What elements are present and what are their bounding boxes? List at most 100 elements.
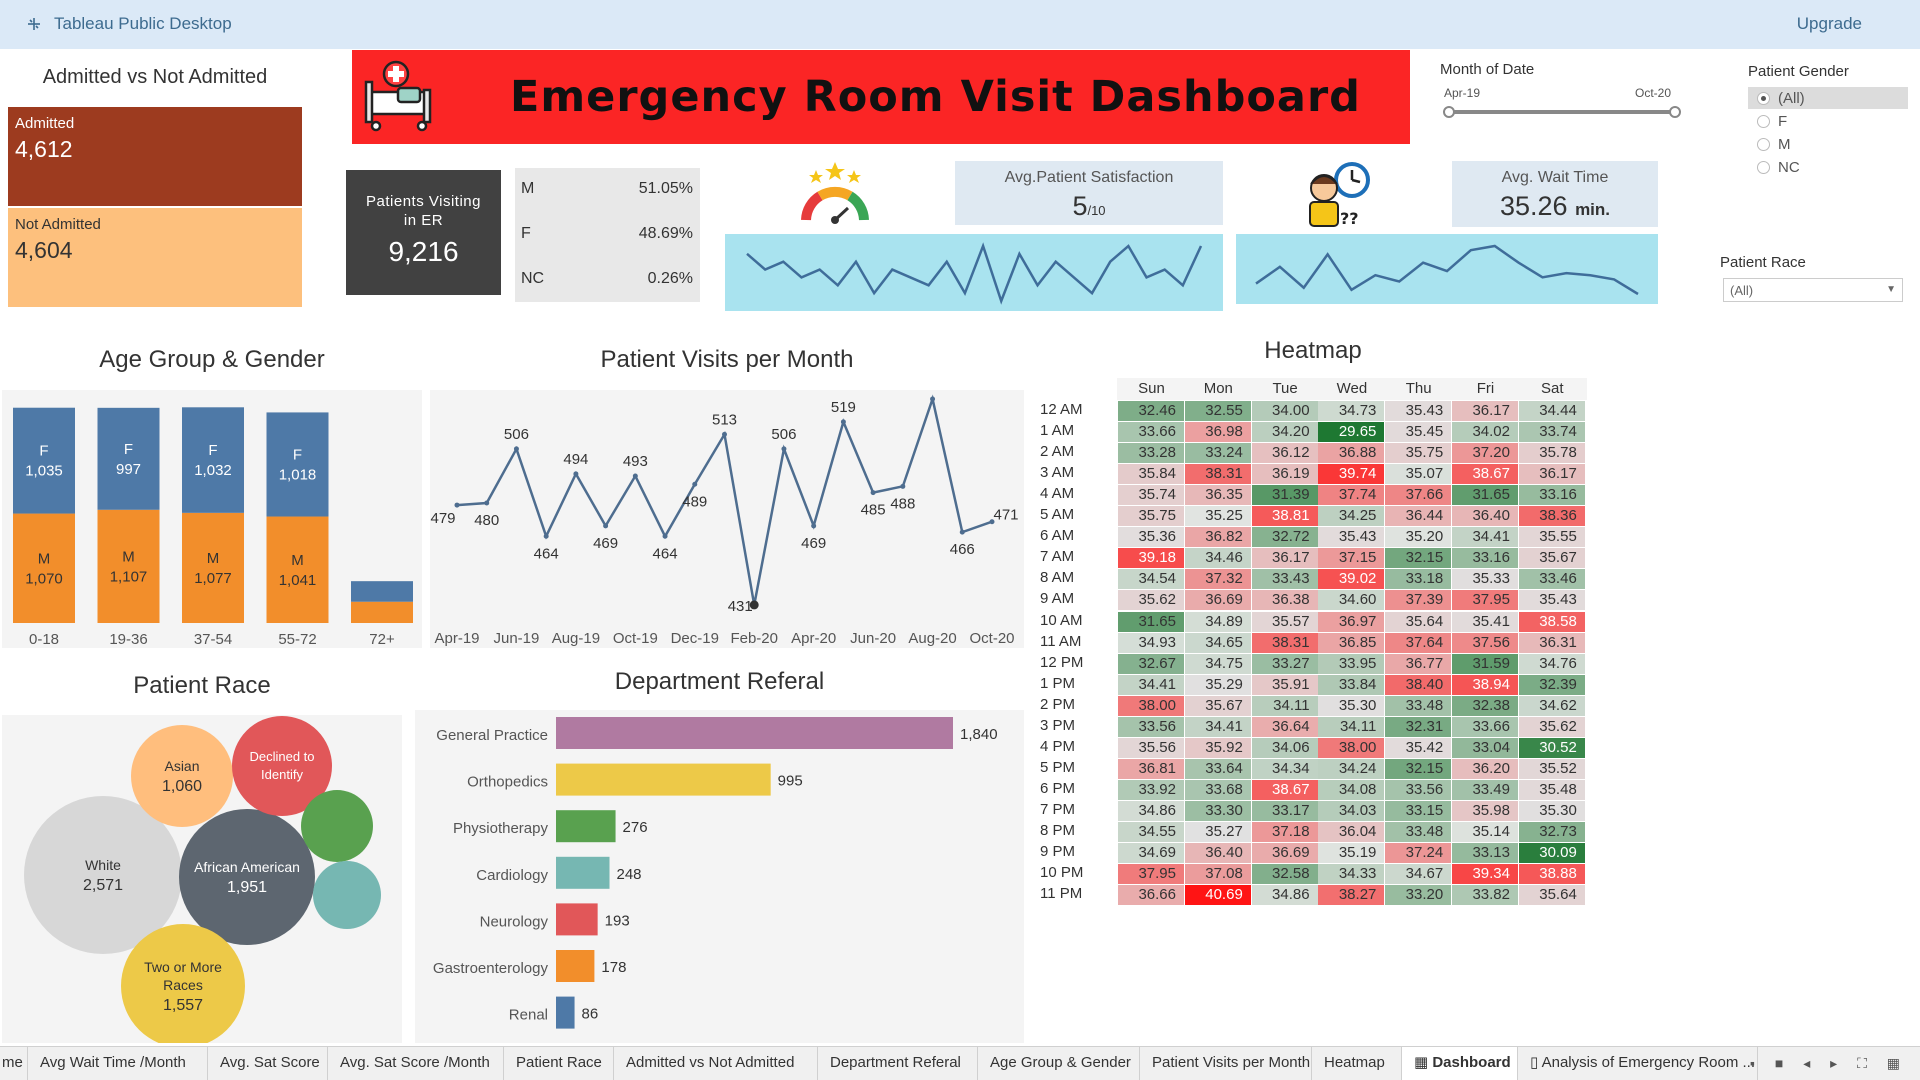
heatmap-cell[interactable]: 29.65 [1318, 422, 1385, 443]
heatmap-cell[interactable]: 33.17 [1251, 800, 1318, 821]
heatmap-cell[interactable]: 34.62 [1518, 695, 1585, 716]
heatmap-cell[interactable]: 33.48 [1385, 822, 1452, 842]
heatmap-cell[interactable]: 35.30 [1518, 800, 1585, 821]
heatmap-cell[interactable]: 37.66 [1385, 485, 1452, 506]
sheet-tab[interactable]: Admitted vs Not Admitted [614, 1047, 818, 1080]
visits-point[interactable] [454, 502, 460, 508]
heatmap-cell[interactable]: 33.30 [1184, 800, 1251, 821]
race-filter-dropdown[interactable]: (All) ▼ [1723, 278, 1903, 302]
heatmap-cell[interactable]: 35.43 [1318, 527, 1385, 548]
heatmap-cell[interactable]: 35.07 [1385, 464, 1452, 485]
heatmap-cell[interactable]: 33.64 [1184, 758, 1251, 779]
heatmap-cell[interactable]: 35.55 [1518, 527, 1585, 548]
heatmap-cell[interactable]: 33.48 [1385, 695, 1452, 716]
heatmap-cell[interactable]: 34.60 [1318, 590, 1385, 611]
heatmap-cell[interactable]: 35.84 [1118, 464, 1184, 485]
heatmap-cell[interactable]: 34.06 [1251, 737, 1318, 758]
visits-point[interactable] [662, 533, 668, 539]
heatmap-cell[interactable]: 36.31 [1518, 632, 1585, 653]
heatmap-cell[interactable]: 32.73 [1518, 822, 1585, 842]
sheet-tab[interactable]: Department Referal [818, 1047, 978, 1080]
heatmap-cell[interactable]: 35.41 [1452, 611, 1518, 632]
heatmap-cell[interactable]: 38.67 [1452, 464, 1518, 485]
race-bubble[interactable] [121, 924, 245, 1048]
visits-point[interactable] [840, 419, 846, 425]
admitted-box[interactable]: Admitted 4,612 [8, 107, 302, 206]
heatmap-cell[interactable]: 34.20 [1251, 422, 1318, 443]
heatmap-cell[interactable]: 35.14 [1452, 822, 1518, 842]
visits-point[interactable] [749, 600, 759, 610]
age-bar-female[interactable] [13, 407, 75, 514]
heatmap-cell[interactable]: 38.31 [1251, 632, 1318, 653]
heatmap-cell[interactable]: 35.91 [1251, 674, 1318, 695]
heatmap-cell[interactable]: 34.89 [1184, 611, 1251, 632]
heatmap-cell[interactable]: 34.11 [1251, 695, 1318, 716]
race-bubble[interactable] [301, 790, 373, 862]
sheet-tab[interactable]: Age Group & Gender [978, 1047, 1140, 1080]
heatmap-cell[interactable]: 36.40 [1452, 506, 1518, 527]
visits-point[interactable] [692, 481, 698, 487]
heatmap-cell[interactable]: 32.38 [1452, 695, 1518, 716]
heatmap-cell[interactable]: 38.94 [1452, 674, 1518, 695]
heatmap-cell[interactable]: 34.41 [1118, 674, 1184, 695]
heatmap-cell[interactable]: 33.18 [1385, 569, 1452, 590]
heatmap-cell[interactable]: 33.49 [1452, 779, 1518, 800]
heatmap-cell[interactable]: 36.17 [1518, 464, 1585, 485]
heatmap-cell[interactable]: 38.88 [1518, 864, 1585, 885]
heatmap-cell[interactable]: 32.46 [1118, 401, 1184, 421]
heatmap-cell[interactable]: 39.34 [1452, 864, 1518, 885]
visits-point[interactable] [513, 446, 519, 452]
heatmap-cell[interactable]: 36.35 [1184, 485, 1251, 506]
heatmap-cell[interactable]: 33.74 [1518, 422, 1585, 443]
heatmap-cell[interactable]: 32.72 [1251, 527, 1318, 548]
heatmap-cell[interactable]: 34.41 [1452, 527, 1518, 548]
age-bar-male[interactable] [182, 512, 244, 623]
heatmap-cell[interactable]: 35.29 [1184, 674, 1251, 695]
heatmap-cell[interactable]: 34.76 [1518, 653, 1585, 674]
heatmap-cell[interactable]: 35.75 [1385, 443, 1452, 464]
visits-point[interactable] [632, 473, 638, 479]
heatmap-cell[interactable]: 35.36 [1118, 527, 1184, 548]
heatmap-cell[interactable]: 31.65 [1452, 485, 1518, 506]
visits-point[interactable] [900, 483, 906, 489]
heatmap-cell[interactable]: 34.55 [1118, 822, 1184, 842]
heatmap-cell[interactable]: 36.88 [1318, 443, 1385, 464]
visits-point[interactable] [989, 519, 995, 525]
heatmap-cell[interactable]: 37.56 [1452, 632, 1518, 653]
heatmap-cell[interactable]: 34.86 [1251, 885, 1318, 906]
heatmap-cell[interactable]: 36.81 [1118, 758, 1184, 779]
heatmap-cell[interactable]: 33.95 [1318, 653, 1385, 674]
visits-point[interactable] [930, 396, 936, 402]
heatmap-cell[interactable]: 36.12 [1251, 443, 1318, 464]
visits-point[interactable] [870, 490, 876, 496]
heatmap-cell[interactable]: 32.67 [1118, 653, 1184, 674]
heatmap-cell[interactable]: 34.46 [1184, 548, 1251, 569]
heatmap-cell[interactable]: 36.77 [1385, 653, 1452, 674]
heatmap-cell[interactable]: 35.30 [1318, 695, 1385, 716]
tab-navigation-controls[interactable]: ▪ ■ ◂ ▸ ⛶ ▦ [1750, 1055, 1908, 1071]
heatmap-cell[interactable]: 36.40 [1184, 843, 1251, 864]
age-bar-female[interactable] [266, 412, 329, 517]
heatmap-cell[interactable]: 35.98 [1452, 800, 1518, 821]
heatmap-cell[interactable]: 39.18 [1118, 548, 1184, 569]
heatmap-cell[interactable]: 32.15 [1385, 758, 1452, 779]
heatmap-cell[interactable]: 33.68 [1184, 779, 1251, 800]
heatmap-cell[interactable]: 33.56 [1385, 779, 1452, 800]
age-bar-male[interactable] [266, 516, 329, 623]
heatmap-cell[interactable]: 32.58 [1251, 864, 1318, 885]
heatmap-cell[interactable]: 35.74 [1118, 485, 1184, 506]
heatmap-cell[interactable]: 35.19 [1318, 843, 1385, 864]
heatmap-cell[interactable]: 37.95 [1452, 590, 1518, 611]
heatmap-cell[interactable]: 33.27 [1251, 653, 1318, 674]
heatmap-cell[interactable]: 39.02 [1318, 569, 1385, 590]
visits-point[interactable] [484, 500, 490, 506]
sheet-tab[interactable]: me [0, 1047, 28, 1080]
heatmap-cell[interactable]: 36.64 [1251, 716, 1318, 737]
heatmap-cell[interactable]: 30.52 [1518, 737, 1585, 758]
heatmap-cell[interactable]: 33.16 [1452, 548, 1518, 569]
heatmap-cell[interactable]: 33.84 [1318, 674, 1385, 695]
heatmap-cell[interactable]: 34.44 [1518, 401, 1585, 421]
heatmap-cell[interactable]: 37.08 [1184, 864, 1251, 885]
heatmap-cell[interactable]: 37.39 [1385, 590, 1452, 611]
heatmap-cell[interactable]: 36.66 [1118, 885, 1184, 906]
